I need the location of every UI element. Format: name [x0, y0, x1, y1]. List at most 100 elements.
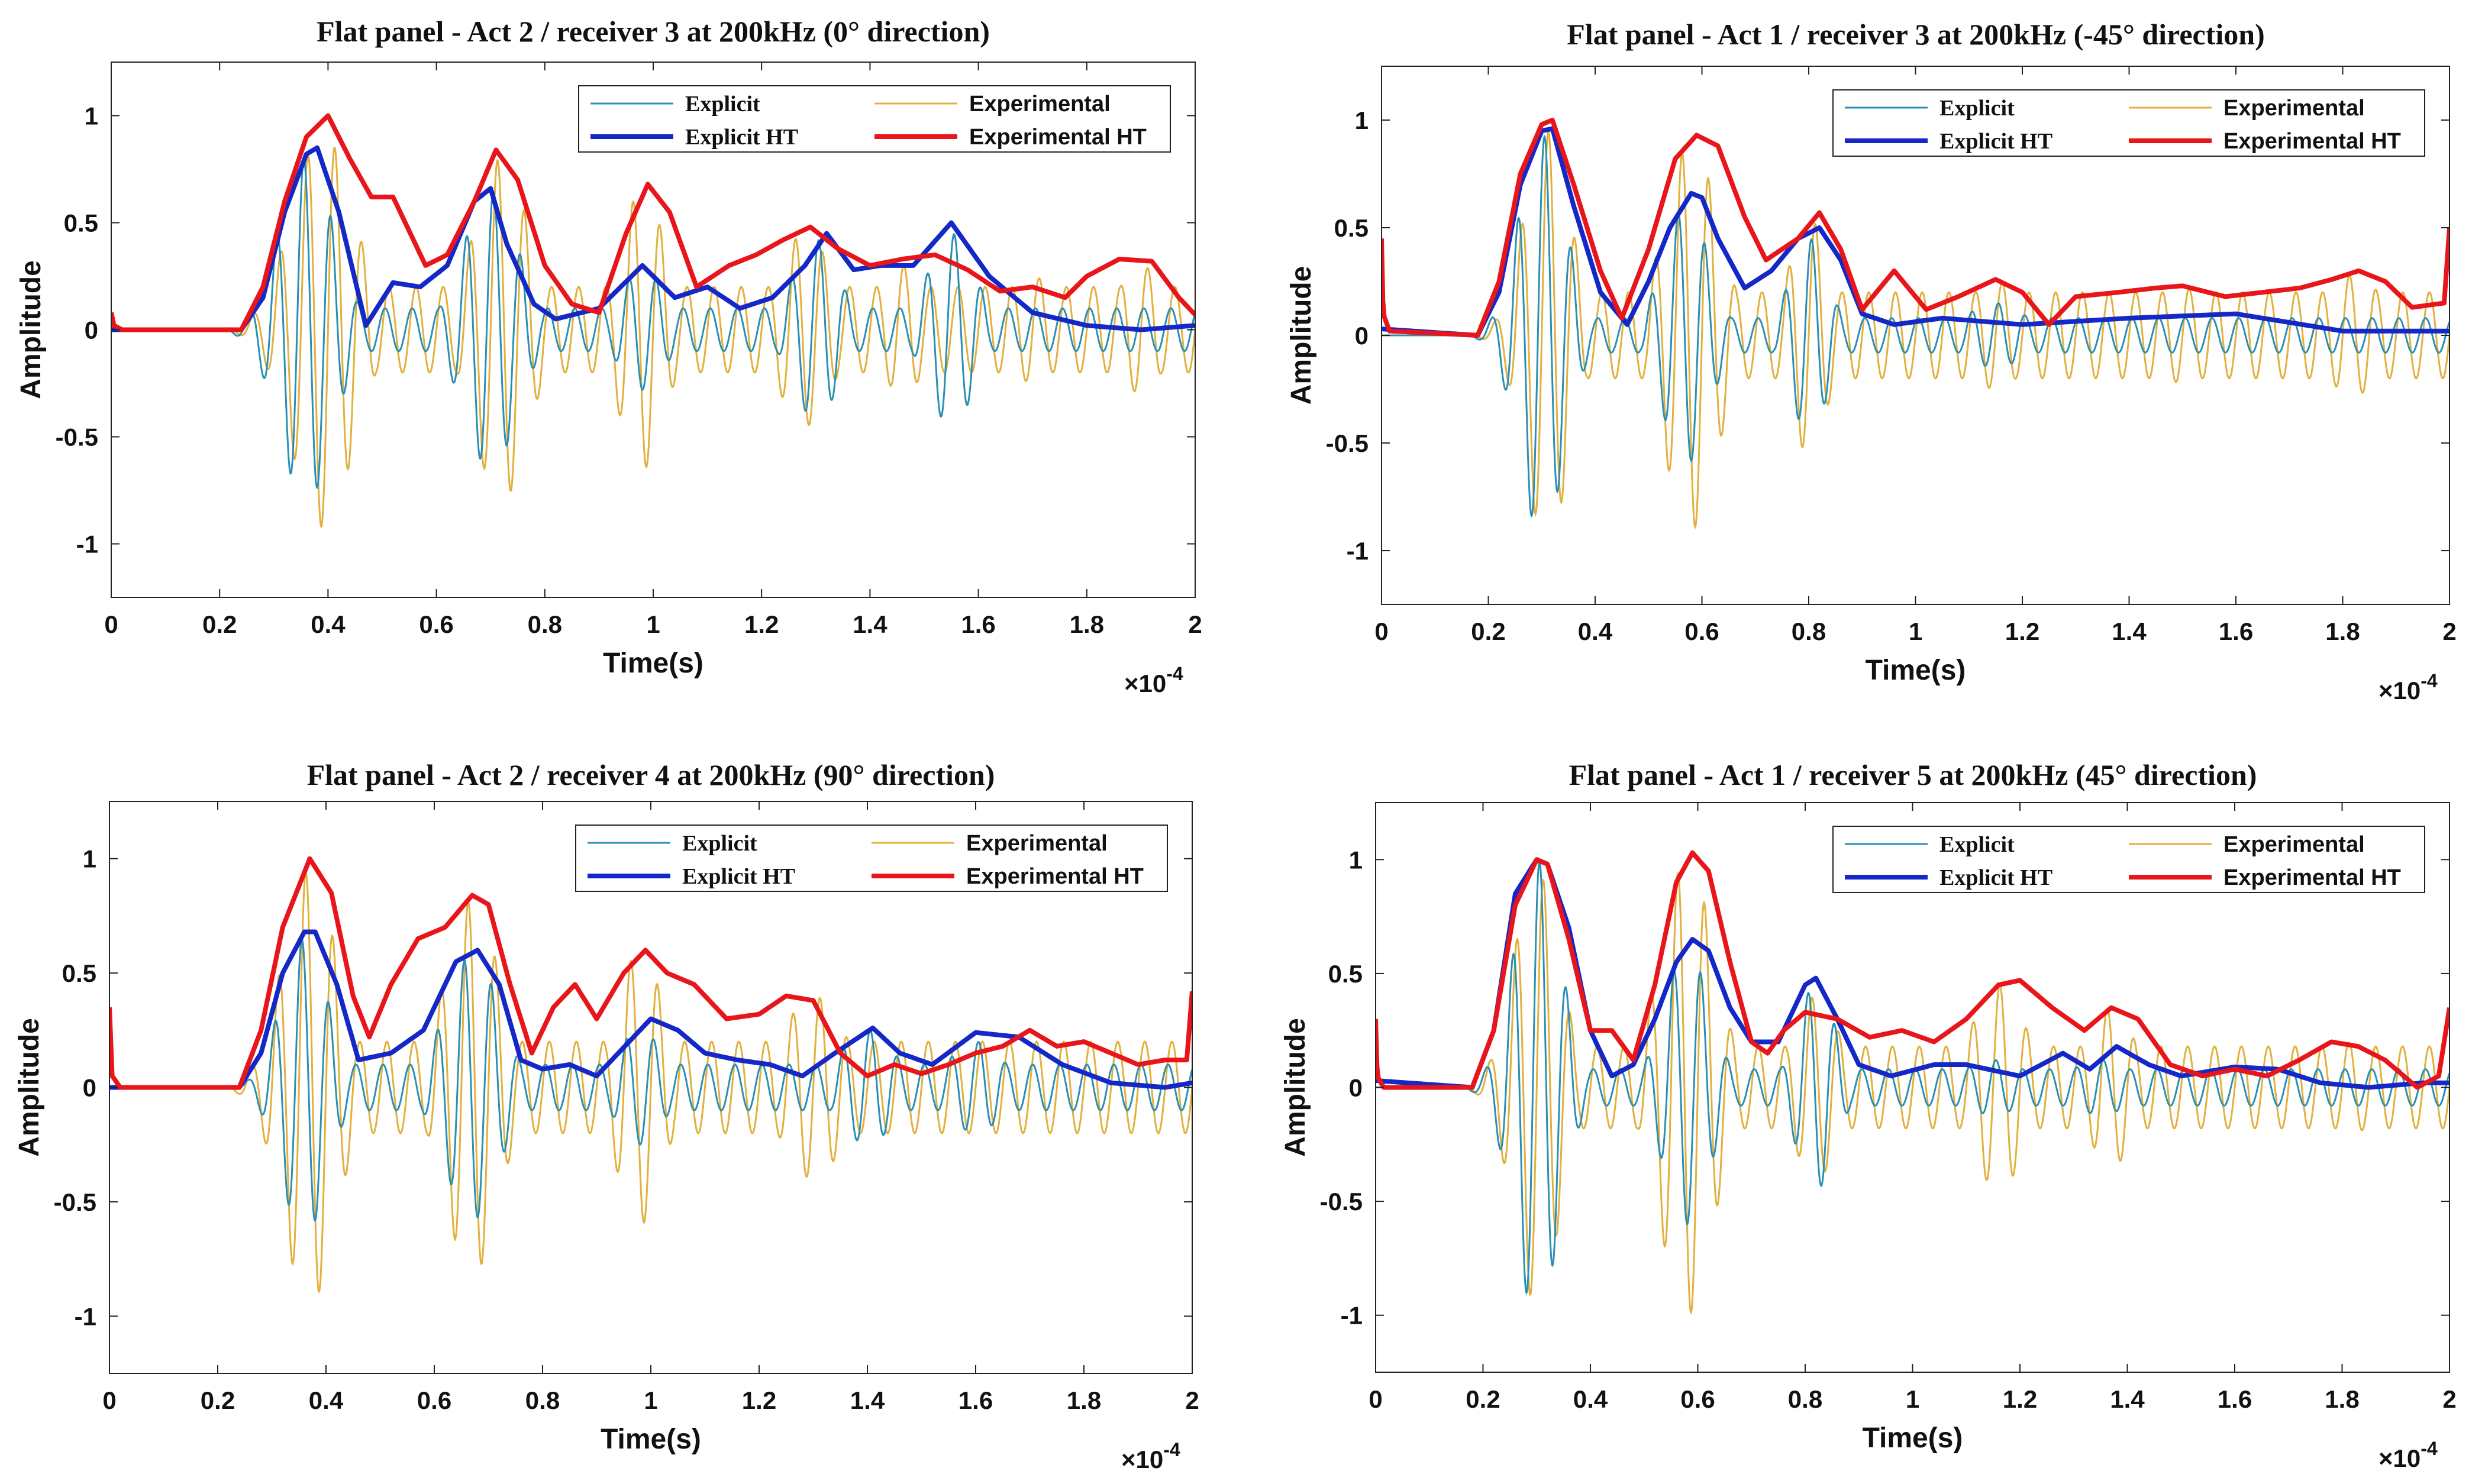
x-exponent: -4	[2421, 670, 2438, 691]
x-tick-label: 1.8	[1070, 610, 1104, 638]
chart-panel-bottom-right: Flat panel - Act 1 / receiver 5 at 200kH…	[1272, 741, 2485, 1481]
legend-label-explicit_ht: Explicit HT	[682, 864, 795, 889]
x-tick-label: 0.4	[1573, 1385, 1608, 1413]
x-axis-label: Time(s)	[1866, 655, 1966, 686]
y-tick-label: -1	[76, 531, 98, 558]
x-tick-label: 1.8	[1067, 1386, 1101, 1414]
legend-label-explicit: Explicit	[682, 831, 757, 856]
x-axis-label: Time(s)	[603, 648, 703, 679]
y-axis-label: Amplitude	[1286, 266, 1317, 405]
chart-act2-receiver3: Flat panel - Act 2 / receiver 3 at 200kH…	[15, 15, 1202, 697]
x-tick-label: 0.4	[309, 1386, 344, 1414]
series-experimental_ht-line	[111, 113, 1195, 332]
x-tick-label: 2	[1185, 1386, 1199, 1414]
y-axis-label: Amplitude	[14, 1018, 45, 1157]
x-tick-label: 1.6	[961, 610, 995, 638]
x-tick-label: 0.8	[1788, 1385, 1822, 1413]
legend-label-explicit_ht: Explicit HT	[1939, 865, 2052, 890]
legend-label-experimental: Experimental	[2223, 832, 2365, 857]
y-tick-label: 0	[83, 1074, 96, 1102]
x-multiplier: ×10	[1121, 1446, 1163, 1473]
legend-label-experimental_ht: Experimental HT	[2223, 129, 2401, 154]
legend-box	[578, 85, 1171, 153]
legend-label-experimental_ht: Experimental HT	[969, 125, 1147, 150]
y-tick-label: 0.5	[64, 209, 98, 237]
legend-label-explicit: Explicit	[1939, 96, 2015, 121]
y-tick-label: 0.5	[1328, 960, 1363, 988]
y-tick-label: -0.5	[56, 423, 98, 451]
x-tick-label: 0.6	[419, 610, 453, 638]
chart-panel-bottom-left: Flat panel - Act 2 / receiver 4 at 200kH…	[0, 741, 1242, 1481]
series-experimental-line	[109, 870, 1192, 1293]
y-tick-label: 0.5	[62, 959, 96, 987]
x-tick-label: 0	[104, 610, 118, 638]
legend-label-experimental_ht: Experimental HT	[2223, 865, 2401, 890]
y-tick-label: -0.5	[54, 1188, 96, 1216]
plot-area	[1382, 118, 2450, 529]
chart-panel-top-right: Flat panel - Act 1 / receiver 3 at 200kH…	[1272, 0, 2485, 741]
x-multiplier: ×10	[2378, 677, 2421, 704]
x-tick-label: 0.2	[202, 610, 237, 638]
series-explicit-line	[111, 158, 1195, 490]
x-tick-label: 0	[102, 1386, 116, 1414]
chart-title: Flat panel - Act 2 / receiver 3 at 200kH…	[317, 15, 990, 48]
y-tick-label: -1	[1347, 537, 1369, 565]
series-explicit_ht-line	[1382, 126, 2450, 338]
y-tick-label: 1	[83, 845, 96, 873]
plot-area	[1376, 850, 2450, 1315]
x-tick-label: 0.2	[1466, 1385, 1500, 1413]
series-experimental_ht-line	[109, 856, 1192, 1090]
x-tick-label: 1	[1909, 617, 1922, 645]
x-tick-label: 1.4	[2112, 617, 2147, 645]
x-tick-label: 1	[646, 610, 660, 638]
legend-label-experimental: Experimental	[969, 92, 1111, 117]
x-multiplier: ×10	[1124, 670, 1166, 697]
x-tick-label: 1.4	[2110, 1385, 2145, 1413]
x-tick-label: 2	[1188, 610, 1202, 638]
y-tick-label: 1	[1355, 106, 1369, 134]
series-explicit_ht-line	[111, 145, 1195, 332]
series-experimental-line	[1382, 128, 2450, 529]
x-axis-label: Time(s)	[1863, 1422, 1963, 1454]
legend-box	[1832, 89, 2425, 157]
y-axis-label: Amplitude	[15, 260, 47, 399]
x-tick-label: 1.8	[2325, 617, 2360, 645]
y-tick-label: 0	[85, 316, 98, 344]
x-exponent: -4	[1166, 663, 1183, 684]
x-tick-label: 0.6	[1684, 617, 1719, 645]
x-tick-label: 0.8	[525, 1386, 560, 1414]
y-tick-label: -0.5	[1326, 429, 1369, 457]
y-tick-label: 1	[85, 102, 98, 130]
series-experimental-line	[111, 147, 1195, 529]
y-axis-label: Amplitude	[1280, 1018, 1311, 1157]
legend-box	[1832, 826, 2425, 893]
legend-box	[575, 825, 1168, 892]
x-tick-label: 0.6	[417, 1386, 451, 1414]
chart-act2-receiver4: Flat panel - Act 2 / receiver 4 at 200kH…	[14, 758, 1199, 1473]
x-tick-label: 2	[2442, 617, 2456, 645]
y-tick-label: 0	[1355, 322, 1369, 350]
x-tick-label: 1.4	[850, 1386, 885, 1414]
y-tick-label: 0	[1349, 1074, 1363, 1102]
chart-act1-receiver3: Flat panel - Act 1 / receiver 3 at 200kH…	[1286, 18, 2457, 704]
x-tick-label: 0.8	[528, 610, 562, 638]
x-axis-label: Time(s)	[601, 1424, 701, 1455]
legend-label-explicit: Explicit	[1939, 832, 2015, 857]
x-tick-label: 0.4	[311, 610, 346, 638]
plot-area	[111, 113, 1195, 529]
x-tick-label: 1.4	[853, 610, 888, 638]
x-tick-label: 1.6	[2218, 1385, 2252, 1413]
legend-label-experimental: Experimental	[966, 831, 1108, 856]
x-tick-label: 0.6	[1680, 1385, 1715, 1413]
x-tick-label: 0	[1369, 1385, 1382, 1413]
series-experimental_ht-line	[1382, 118, 2450, 338]
x-exponent: -4	[1163, 1439, 1180, 1460]
x-tick-label: 1.8	[2325, 1385, 2359, 1413]
x-tick-label: 0.8	[1792, 617, 1826, 645]
x-tick-label: 0	[1374, 617, 1388, 645]
x-tick-label: 1.6	[958, 1386, 993, 1414]
chart-panel-top-left: Flat panel - Act 2 / receiver 3 at 200kH…	[0, 0, 1242, 741]
x-exponent-label: ×10-4	[1124, 663, 1183, 697]
x-tick-label: 1.2	[2005, 617, 2039, 645]
x-tick-label: 1.6	[2219, 617, 2253, 645]
